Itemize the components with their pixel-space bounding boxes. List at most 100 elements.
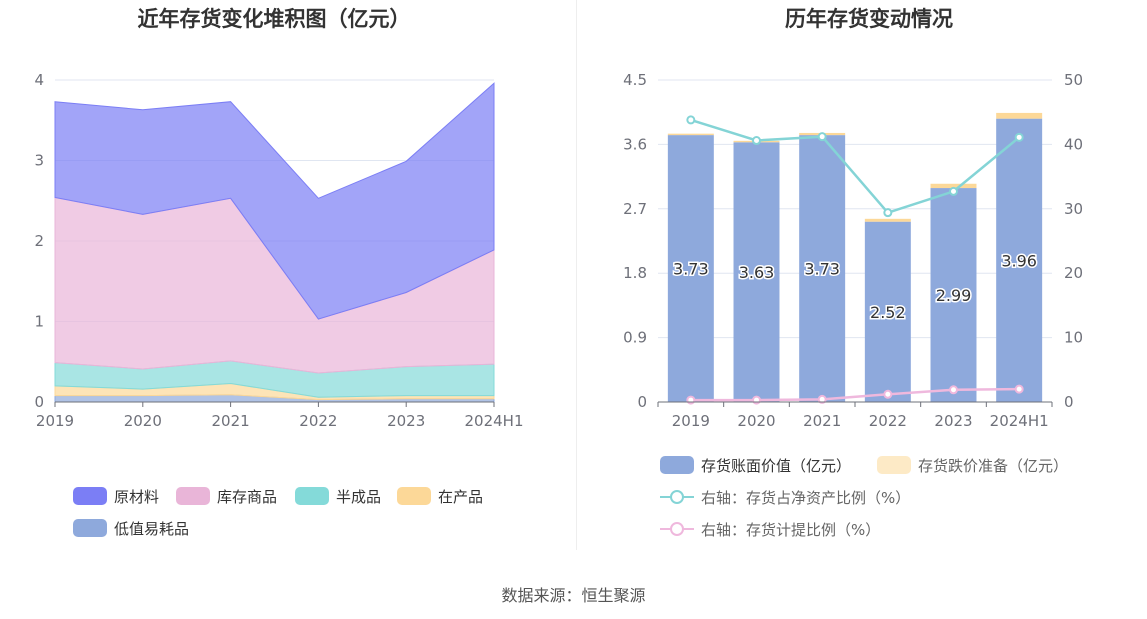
legend-swatch (877, 456, 911, 474)
line-point (686, 395, 696, 405)
right-bars (667, 112, 1043, 402)
legend-item-semi-finished[interactable]: 半成品 (295, 487, 381, 506)
bar-book-value (733, 142, 780, 402)
bar-data-label: 3.96 (1001, 251, 1037, 270)
bar-impairment (667, 133, 714, 136)
right-bar-labels: 3.73 3.63 3.73 2.52 2.99 3.96 (672, 250, 1039, 324)
y-right-tick-label: 0 (1064, 393, 1074, 411)
legend-marker (670, 522, 684, 536)
bar-book-value (930, 188, 977, 402)
legend-item-raw-material[interactable]: 原材料 (73, 487, 159, 506)
legend-label: 存货跌价准备（亿元） (918, 457, 1068, 475)
bar-data-label: 2.99 (936, 286, 972, 305)
legend-item-low-value[interactable]: 低值易耗品 (73, 519, 189, 538)
y-left-tick-label: 0 (637, 393, 647, 411)
bar-impairment (864, 218, 911, 222)
y-tick-label: 1 (34, 313, 44, 331)
legend-item-book-value[interactable]: 存货账面价值（亿元） (660, 456, 851, 475)
y-right-tick-label: 40 (1064, 135, 1083, 153)
legend-swatch (73, 519, 107, 537)
legend-label: 原材料 (114, 488, 159, 506)
legend-label: 半成品 (336, 488, 381, 506)
y-right-tick-label: 30 (1064, 200, 1083, 218)
x-tick-label: 2022 (869, 412, 907, 430)
y-right-tick-label: 50 (1064, 71, 1083, 89)
x-tick-label: 2019 (672, 412, 710, 430)
bar-impairment (996, 112, 1043, 119)
right-legend: 存货账面价值（亿元） 存货跌价准备（亿元） 右轴：存货占净资产比例（%） 右轴：… (660, 456, 1068, 539)
bar-book-value (864, 221, 911, 402)
x-tick-label: 2019 (36, 412, 74, 430)
line-point (752, 136, 761, 146)
line-point (949, 186, 958, 196)
left-areas (54, 82, 495, 403)
line-series (690, 387, 1020, 402)
legend-label: 右轴：存货占净资产比例（%） (701, 489, 910, 507)
y-left-tick-label: 1.8 (623, 264, 647, 282)
line-point (1014, 132, 1024, 142)
x-tick-label: 2021 (803, 412, 841, 430)
x-tick-label: 2021 (212, 412, 250, 430)
x-tick-label: 2023 (387, 412, 425, 430)
line-point (752, 395, 761, 405)
legend-swatch (73, 487, 107, 505)
right-chart: 历年存货变动情况 3.73 3.63 3.73 2.52 2.99 3.96 0 0.9 1.… (623, 7, 1083, 539)
line-point (949, 385, 958, 395)
y-right-tick-label: 20 (1064, 264, 1083, 282)
y-tick-label: 2 (34, 232, 44, 250)
x-tick-label: 2023 (934, 412, 972, 430)
bar-book-value (667, 135, 714, 402)
bar-impairment (930, 183, 977, 189)
left-chart-title: 近年存货变化堆积图（亿元） (138, 7, 411, 31)
line-point (817, 132, 827, 142)
legend-label: 右轴：存货计提比例（%） (701, 521, 880, 539)
legend-item-inventory-goods[interactable]: 库存商品 (176, 487, 277, 506)
line-point (817, 394, 827, 404)
bar-book-value (799, 135, 846, 402)
legend-swatch (397, 487, 431, 505)
x-tick-label: 2020 (124, 412, 162, 430)
right-grid (658, 79, 1052, 339)
bar-data-label: 3.73 (804, 260, 840, 279)
y-right-tick-label: 10 (1064, 329, 1083, 347)
left-chart: 近年存货变化堆积图（亿元） 0 1 2 3 4 2019 2020 2021 2022 2023 2… (34, 7, 523, 538)
left-axis: 0 1 2 3 4 2019 2020 2021 2022 2023 2024H1 (34, 71, 523, 430)
legend-item-provision-ratio[interactable]: 右轴：存货计提比例（%） (660, 521, 880, 539)
legend-label: 低值易耗品 (114, 520, 189, 538)
legend-marker (670, 490, 684, 504)
area-series (54, 82, 495, 320)
x-tick-label: 2022 (299, 412, 337, 430)
right-chart-title: 历年存货变动情况 (785, 7, 953, 31)
x-tick-label: 2024H1 (465, 412, 524, 430)
line-series (690, 118, 1020, 215)
y-tick-label: 0 (34, 393, 44, 411)
line-point (883, 208, 893, 218)
y-tick-label: 4 (34, 71, 44, 89)
bar-data-label: 3.73 (673, 260, 709, 279)
line-point (883, 389, 893, 399)
line-point (1014, 384, 1024, 394)
bar-data-label: 3.63 (739, 263, 775, 282)
bar-book-value (996, 118, 1043, 402)
legend-swatch (660, 456, 694, 474)
legend-item-impairment[interactable]: 存货跌价准备（亿元） (877, 456, 1068, 475)
y-left-tick-label: 0.9 (623, 329, 647, 347)
legend-swatch (295, 487, 329, 505)
chart-divider (576, 0, 577, 550)
x-tick-label: 2024H1 (990, 412, 1049, 430)
left-legend: 原材料 库存商品 半成品 在产品 低值易耗品 (73, 487, 483, 538)
x-tick-label: 2020 (737, 412, 775, 430)
legend-label: 库存商品 (217, 488, 277, 506)
legend-label: 存货账面价值（亿元） (701, 457, 851, 475)
data-source: 数据来源：恒生聚源 (501, 586, 646, 605)
y-left-tick-label: 2.7 (623, 200, 647, 218)
legend-label: 在产品 (438, 488, 483, 506)
charts-canvas: 近年存货变化堆积图（亿元） 0 1 2 3 4 2019 2020 2021 2022 2023 2… (34, 7, 1083, 539)
right-axis: 0 0.9 1.8 2.7 3.6 4.5 0 10 20 30 40 50 2019 2020 2021 2… (623, 71, 1083, 430)
legend-item-net-asset-ratio[interactable]: 右轴：存货占净资产比例（%） (660, 489, 910, 507)
y-left-tick-label: 4.5 (623, 71, 647, 89)
legend-swatch (176, 487, 210, 505)
legend-item-in-production[interactable]: 在产品 (397, 487, 483, 506)
y-tick-label: 3 (34, 152, 44, 170)
y-left-tick-label: 3.6 (623, 135, 647, 153)
